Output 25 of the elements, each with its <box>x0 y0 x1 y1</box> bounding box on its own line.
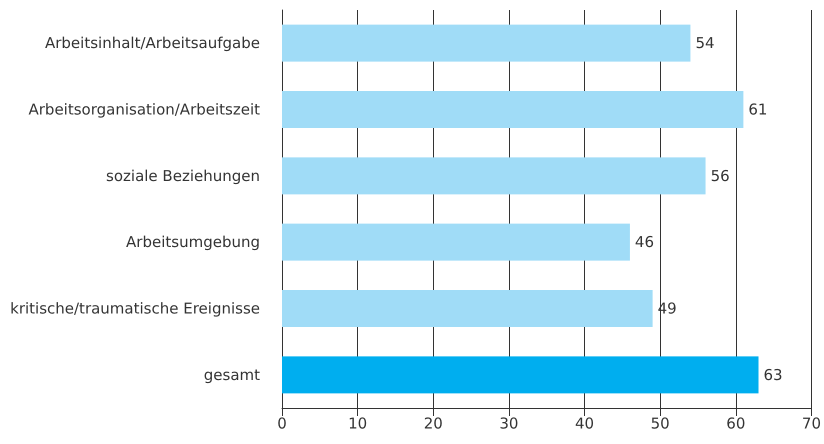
data-label: 46 <box>634 233 654 252</box>
bar <box>282 157 706 194</box>
y-tick-label: Arbeitsinhalt/Arbeitsaufgabe <box>44 34 260 52</box>
bar <box>282 224 630 261</box>
y-tick-label: gesamt <box>204 366 260 384</box>
bar <box>282 290 653 327</box>
x-tick-label: 70 <box>802 414 822 432</box>
y-tick-label: soziale Beziehungen <box>106 166 260 185</box>
x-tick-label: 60 <box>726 414 746 432</box>
data-label: 61 <box>748 100 768 118</box>
data-label: 63 <box>764 366 783 384</box>
x-tick-label: 0 <box>277 414 287 432</box>
bar <box>282 356 759 394</box>
x-tick-label: 10 <box>348 414 368 432</box>
x-tick-label: 20 <box>424 414 443 432</box>
x-tick-label: 50 <box>650 414 670 432</box>
data-label: 54 <box>695 34 715 52</box>
x-tick-label: 30 <box>499 414 518 432</box>
x-tick-label: 40 <box>575 414 594 432</box>
bar <box>282 24 690 62</box>
y-tick-label: Arbeitsumgebung <box>126 233 260 252</box>
bar <box>282 91 744 128</box>
y-tick-label: kritische/traumatische Ereignisse <box>10 300 260 318</box>
y-tick-label: Arbeitsorganisation/Arbeitszeit <box>28 100 260 118</box>
data-label: 56 <box>710 166 730 185</box>
